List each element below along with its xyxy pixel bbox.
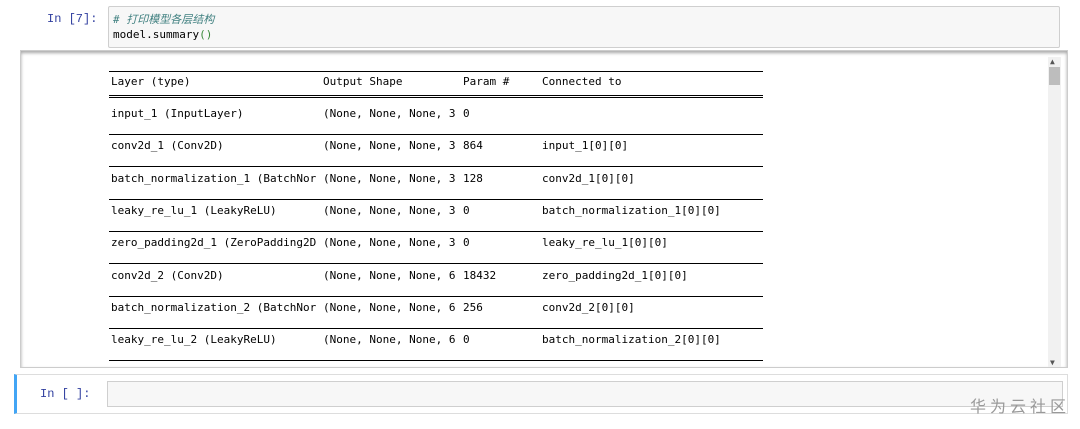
- table-cell: Layer (type): [111, 75, 191, 88]
- table-cell: (None, None, None, 6: [323, 333, 456, 347]
- table-rule: [109, 295, 763, 297]
- table-cell: leaky_re_lu_1[0][0]: [542, 236, 668, 250]
- table-cell: batch_normalization_1[0][0]: [542, 203, 721, 217]
- scroll-up-icon[interactable]: ▲: [1050, 57, 1055, 66]
- table-rule: [109, 263, 763, 265]
- table-cell: (None, None, None, 6: [323, 268, 456, 282]
- table-cell: Param #: [463, 75, 510, 88]
- table-cell: batch_normalization_2 (BatchNor: [111, 300, 317, 314]
- table-cell: leaky_re_lu_2 (LeakyReLU): [111, 333, 277, 347]
- table-cell: 0: [463, 333, 470, 347]
- table-cell: zero_padding2d_1 (ZeroPadding2D: [111, 236, 317, 250]
- table-cell: 2048: [463, 365, 540, 367]
- table-cell: (None, None, None, 6: [323, 365, 461, 367]
- table-cell: (None, None, None, 6: [323, 300, 456, 314]
- code-cell-input[interactable]: [107, 381, 1063, 407]
- table-cell: zero_padding2d_1[0][0]: [542, 268, 688, 282]
- table-rule: [109, 95, 763, 98]
- table-rule: [109, 198, 763, 200]
- table-cell: (None, None, None, 3: [323, 107, 456, 120]
- scrollbar-thumb[interactable]: [1049, 67, 1060, 85]
- table-cell: 0: [463, 203, 470, 217]
- table-cell: batch_normalization_1 (BatchNor: [111, 171, 317, 185]
- code-cell-editor[interactable]: # 打印模型各层结构 model.summary(): [108, 6, 1060, 48]
- table-cell: input_1 (InputLayer): [111, 107, 244, 120]
- table-cell: (None, None, None, 3: [323, 236, 456, 250]
- table-cell: conv2d_2 (Conv2D): [111, 268, 224, 282]
- table-cell: 18432: [463, 268, 497, 282]
- table-rule: [109, 360, 763, 362]
- table-cell: leaky_re_lu_1 (LeakyReLU): [111, 203, 277, 217]
- output-scrollbar[interactable]: ▲ ▼: [1048, 57, 1061, 367]
- empty-code-cell: In [ ]:: [14, 374, 1068, 414]
- table-rule: [109, 327, 763, 329]
- table-cell: 0: [463, 236, 470, 250]
- table-cell: (None, None, None, 3: [323, 139, 456, 153]
- table-cell: 864: [463, 139, 483, 153]
- output-area[interactable]: Layer (type) Output Shape Param # Connected…: [20, 50, 1068, 368]
- watermark: 华为云社区: [969, 397, 1070, 416]
- code-line: model.summary(): [113, 28, 213, 41]
- table-rule: [109, 230, 763, 232]
- cell-prompt: In [ ]:: [40, 387, 91, 401]
- table-rule: [109, 134, 763, 135]
- table-rule: [109, 166, 763, 168]
- table-cell: conv2d_1[0][0]: [542, 171, 635, 185]
- table-cell: leaky_re_lu_2[0][0]: [542, 365, 762, 367]
- scroll-down-icon[interactable]: ▼: [1050, 358, 1055, 367]
- table-cell: conv2d_1 (Conv2D): [111, 139, 224, 153]
- table-cell: (None, None, None, 3: [323, 203, 456, 217]
- table-cell: (None, None, None, 3: [323, 171, 456, 185]
- table-rule: [109, 71, 763, 72]
- code-comment: # 打印模型各层结构: [113, 13, 215, 26]
- table-cell: 0: [463, 107, 470, 120]
- table-cell: conv2d_3 (Conv2D): [111, 365, 321, 367]
- table-cell: 128: [463, 171, 483, 185]
- table-cell: conv2d_2[0][0]: [542, 300, 635, 314]
- table-cell: Output Shape: [323, 75, 403, 88]
- table-cell: 256: [463, 300, 483, 314]
- table-cell: Connected to: [542, 75, 622, 88]
- table-cell: input_1[0][0]: [542, 139, 629, 153]
- table-cell: batch_normalization_2[0][0]: [542, 333, 721, 347]
- cell-prompt: In [7]:: [47, 12, 98, 26]
